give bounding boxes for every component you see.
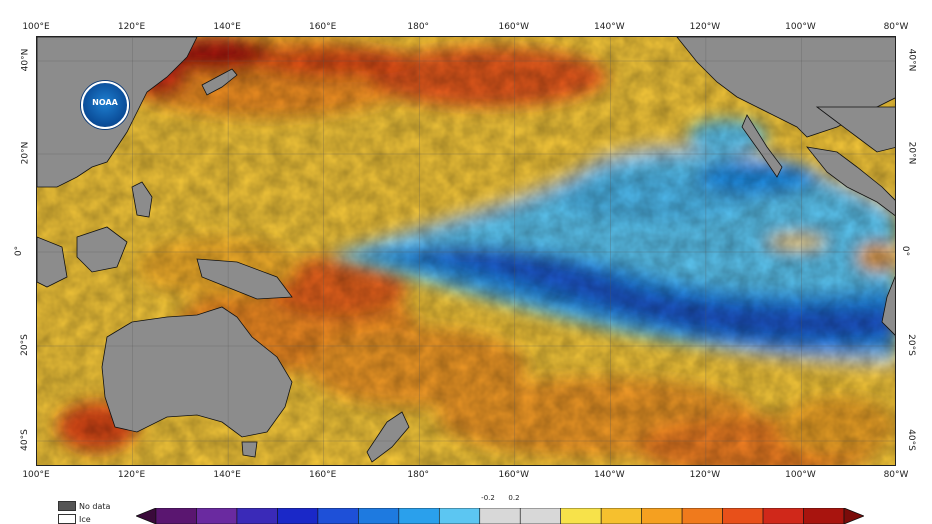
colorbar-segment: [277, 508, 319, 524]
longitude-tick-label: 100°W: [785, 470, 816, 480]
longitude-tick-label: 160°E: [308, 22, 337, 32]
latitude-tick-label: 0°: [14, 245, 25, 257]
no-data-swatch: [58, 501, 76, 511]
latitude-tick-label: 40°N: [20, 48, 31, 72]
longitude-tick-label: 140°W: [594, 470, 625, 480]
ice-swatch: [58, 514, 76, 524]
latitude-tick-label: 40°S: [19, 429, 30, 451]
colorbar-max-arrow: [843, 508, 864, 524]
longitude-tick-label: 160°W: [498, 22, 530, 32]
colorbar-label-pos: 0.2: [508, 494, 520, 502]
latitude-tick-label: 20°N: [20, 141, 31, 165]
anomaly-colorbar: [136, 508, 864, 524]
colorbar-segment: [479, 508, 521, 524]
no-data-label: No data: [79, 502, 111, 511]
longitude-tick-label: 180°: [407, 22, 430, 32]
longitude-tick-label: 80°W: [883, 22, 909, 32]
colorbar-segment: [803, 508, 845, 524]
gulf-coast-land: [815, 106, 895, 153]
colorbar-segment: [560, 508, 602, 524]
sumatra-land: [37, 236, 68, 288]
ice-label: Ice: [79, 515, 91, 524]
longitude-tick-label: 120°E: [117, 22, 146, 32]
colorbar-segment: [358, 508, 400, 524]
longitude-tick-label: 160°W: [498, 470, 530, 480]
longitude-tick-label: 120°E: [117, 470, 146, 480]
central-america-land: [806, 146, 895, 216]
colorbar-segment: [681, 508, 723, 524]
noaa-seal-icon: NOAA: [81, 81, 129, 129]
latitude-tick-label: 0°: [900, 245, 911, 257]
colorbar-segment: [519, 508, 562, 524]
sst-anomaly-map: NOAA: [36, 36, 896, 466]
colorbar-segment: [438, 508, 481, 524]
longitude-tick-label: 180°: [407, 470, 430, 480]
australia-land: [101, 306, 293, 438]
colorbar-segment: [196, 508, 238, 524]
colorbar-segment: [600, 508, 642, 524]
longitude-tick-label: 160°E: [308, 470, 337, 480]
borneo-land: [76, 226, 128, 273]
longitude-tick-label: 120°W: [689, 470, 721, 480]
longitude-tick-label: 100°W: [785, 22, 816, 32]
new-zealand-land: [366, 411, 410, 463]
colorbar-segment: [398, 508, 440, 524]
mexico-land: [741, 114, 783, 178]
longitude-tick-label: 140°W: [594, 22, 625, 32]
colorbar-segment: [317, 508, 359, 524]
new-guinea-land: [196, 258, 293, 300]
latitude-tick-label: 40°S: [905, 429, 916, 451]
south-america-land: [881, 275, 895, 336]
colorbar-segment: [155, 508, 197, 524]
noaa-logo-text: NOAA: [92, 98, 118, 107]
latitude-tick-label: 20°S: [19, 334, 30, 356]
longitude-tick-label: 120°W: [689, 22, 721, 32]
longitude-tick-label: 140°E: [213, 22, 241, 32]
graticule: [37, 37, 895, 465]
latitude-tick-label: 20°N: [906, 141, 917, 165]
longitude-tick-label: 100°E: [22, 470, 50, 480]
colorbar-label-neg: -0.2: [481, 494, 495, 502]
colorbar-segment: [722, 508, 764, 524]
longitude-tick-label: 80°W: [883, 470, 909, 480]
sst-map-canvas: [37, 37, 895, 465]
longitude-tick-label: 140°E: [213, 470, 241, 480]
colorbar-min-arrow: [136, 508, 157, 524]
colorbar-segment: [236, 508, 278, 524]
colorbar-segment: [641, 508, 683, 524]
colorbar-segment: [762, 508, 804, 524]
latitude-tick-label: 20°S: [905, 334, 916, 356]
longitude-tick-label: 100°E: [22, 22, 50, 32]
tasmania-land: [241, 441, 258, 458]
latitude-tick-label: 40°N: [906, 48, 917, 72]
philippines-land: [131, 181, 153, 218]
